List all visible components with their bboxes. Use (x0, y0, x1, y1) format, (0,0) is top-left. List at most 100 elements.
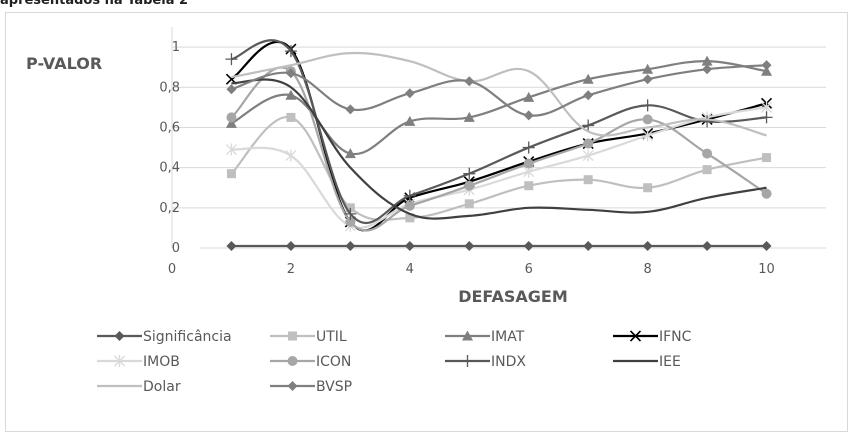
x-tick-label: 2 (287, 262, 295, 277)
legend-label: Significância (143, 329, 232, 345)
data-point (523, 240, 534, 251)
series-line (231, 106, 767, 229)
legend-label: IMAT (491, 329, 525, 345)
data-point (405, 213, 415, 223)
series-line (230, 66, 768, 232)
series-dolar (231, 51, 767, 137)
data-point (404, 200, 415, 211)
series-util (226, 112, 772, 223)
x-tick-label: 6 (525, 262, 533, 277)
legend-marker (461, 355, 474, 367)
y-tick-label: 0 (172, 241, 180, 256)
data-point (345, 203, 355, 213)
data-point (463, 167, 476, 180)
data-point (345, 216, 356, 227)
data-point (582, 149, 594, 162)
data-point (522, 141, 535, 154)
y-tick-label: 0,2 (159, 201, 180, 216)
data-point (225, 53, 238, 66)
legend-item-imob: IMOB (97, 354, 180, 370)
series-line (230, 116, 767, 222)
data-point (523, 91, 535, 102)
data-point (582, 119, 595, 132)
legend-marker (287, 356, 298, 366)
data-point (285, 68, 296, 79)
series-line (231, 64, 767, 117)
series-lines (225, 39, 773, 251)
data-point (642, 240, 653, 251)
data-point (404, 240, 415, 251)
line-chart: 00,20,40,60,810 2 4 6 8 10 P-VALOR DEFASAGEM … (26, 27, 826, 395)
legend-marker (287, 381, 298, 391)
data-point (225, 143, 237, 156)
data-point (225, 117, 237, 128)
data-point (524, 181, 534, 191)
series-indx (225, 39, 773, 224)
data-point (285, 149, 297, 162)
data-point (523, 110, 534, 121)
legend-marker (114, 355, 125, 367)
legend-label: INDX (491, 354, 526, 370)
legend-item-imat: IMAT (445, 329, 525, 345)
legend-marker (288, 331, 297, 341)
legend-item-util: UTIL (270, 329, 347, 345)
legend-item-ifnc: IFNC (613, 329, 692, 345)
data-point (404, 115, 416, 126)
data-point (284, 45, 297, 58)
data-point (583, 90, 594, 101)
data-point (701, 55, 713, 66)
legend-item-bvsp: BVSP (270, 379, 352, 395)
y-tick-label: 1 (172, 40, 180, 55)
data-point (702, 64, 713, 75)
data-point (345, 240, 356, 251)
data-point (642, 129, 654, 142)
data-point (583, 175, 593, 185)
data-point (345, 104, 356, 115)
data-point (761, 101, 773, 114)
data-point (463, 111, 475, 122)
legend-label: BVSP (316, 379, 352, 395)
data-point (642, 74, 653, 85)
data-point (641, 99, 654, 112)
axes: 00,20,40,60,810 2 4 6 8 10 (159, 27, 826, 277)
data-point (701, 115, 714, 128)
data-point (403, 189, 416, 202)
y-tick-label: 0,8 (159, 80, 180, 95)
series-line (231, 51, 767, 137)
data-point (762, 153, 772, 163)
data-point (642, 63, 654, 74)
chart-frame (5, 12, 848, 432)
legend-item-significância: Significância (97, 329, 232, 345)
legend-label: IEE (659, 354, 681, 370)
data-point (702, 148, 713, 159)
legend-label: IFNC (659, 329, 692, 345)
legend-label: Dolar (143, 379, 181, 395)
data-point (404, 88, 415, 99)
y-axis-title: P-VALOR (26, 54, 102, 73)
data-point (582, 73, 594, 84)
data-point (464, 240, 475, 251)
data-point (702, 165, 712, 175)
legend-marker (629, 330, 642, 342)
data-point (226, 240, 237, 251)
y-tick-label: 0,6 (159, 120, 180, 135)
data-point (760, 111, 773, 124)
data-point (285, 89, 297, 100)
data-point (285, 240, 296, 251)
legend-item-iee: IEE (613, 354, 681, 370)
data-point (761, 60, 772, 71)
x-tick-label: 8 (643, 262, 651, 277)
data-point (464, 76, 475, 87)
data-point (702, 240, 713, 251)
data-point (761, 65, 773, 76)
legend-label: UTIL (316, 329, 347, 345)
series-iee (231, 78, 767, 220)
figure-caption: apresentados na Tabela 2 (0, 0, 189, 8)
y-tick-label: 0,4 (159, 161, 180, 176)
x-tick-label: 10 (758, 262, 775, 277)
series-line (231, 39, 767, 224)
legend-label: IMOB (143, 354, 180, 370)
data-point (643, 183, 653, 193)
data-point (226, 169, 236, 179)
legend-label: ICON (316, 354, 351, 370)
